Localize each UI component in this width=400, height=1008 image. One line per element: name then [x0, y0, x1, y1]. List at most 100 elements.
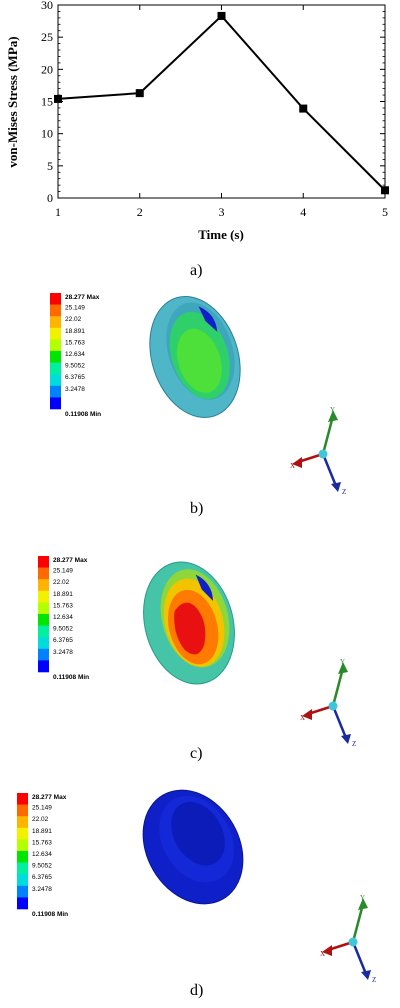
series-line — [57, 14, 386, 191]
y-tick-label: 20 — [41, 62, 53, 76]
legend-level-label: 18.891 — [32, 828, 52, 835]
legend-swatch — [38, 556, 49, 568]
data-point-marker — [299, 104, 308, 113]
legend-level-label: 9.5052 — [65, 363, 85, 370]
legend-min-label: 0.11908 Min — [65, 411, 101, 418]
legend-level-label: 6.3765 — [32, 874, 52, 881]
legend-level-label: 12.634 — [53, 614, 73, 621]
legend-swatch — [17, 862, 28, 875]
legend-swatch — [50, 293, 61, 305]
legend-level-label: 3.2478 — [32, 886, 52, 893]
legend-level-label: 6.3765 — [65, 374, 85, 381]
legend-swatch — [17, 827, 28, 840]
triad-x-label: X — [290, 462, 295, 470]
stress-series-line — [57, 14, 386, 191]
legend-level-label: 15.763 — [32, 839, 52, 846]
legend-swatch — [38, 579, 49, 592]
legend-swatch — [38, 614, 49, 626]
legend-swatch — [38, 625, 49, 638]
coordinate-triad-b: Y X Z — [290, 406, 346, 496]
panel-label-d: d) — [190, 982, 204, 999]
data-point-marker — [381, 186, 389, 195]
legend-swatch — [38, 648, 49, 661]
legend-swatch — [50, 397, 61, 410]
legend-level-label: 3.2478 — [65, 386, 85, 393]
triad-z-label: Z — [342, 488, 346, 496]
legend-level-label: 22.02 — [65, 316, 82, 323]
stress-legend-d: 28.277 Max 25.149 22.02 18.891 15.763 12.634… — [17, 793, 68, 918]
x-axis-label: Time (s) — [198, 227, 244, 242]
legend-level-label: 15.763 — [65, 339, 85, 346]
legend-swatch — [17, 804, 28, 817]
x-tick-label: 4 — [300, 205, 306, 219]
fem-model-c — [143, 561, 235, 685]
triad-x-label: X — [320, 950, 325, 958]
y-tick-label: 30 — [41, 0, 53, 12]
legend-min-label: 0.11908 Min — [32, 911, 68, 918]
legend-swatch — [50, 362, 61, 375]
coordinate-triad-c: Y X Z — [300, 658, 356, 748]
series-markers — [54, 11, 389, 195]
legend-max-label: 28.277 Max — [32, 794, 67, 801]
legend-level-label: 9.5052 — [53, 626, 73, 633]
fem-model-b — [149, 296, 241, 418]
panel-label-a: a) — [190, 262, 203, 279]
legend-swatch — [50, 316, 61, 329]
legend-swatch — [38, 590, 49, 603]
legend-level-label: 25.149 — [65, 305, 85, 312]
legend-swatch — [38, 660, 49, 673]
data-point-marker — [54, 94, 62, 103]
legend-swatch — [38, 567, 49, 580]
x-tick-label: 2 — [137, 205, 143, 219]
y-tick-label: 25 — [41, 30, 53, 44]
legend-swatch — [17, 851, 28, 863]
y-tick-label: 5 — [47, 159, 53, 173]
legend-swatch — [17, 885, 28, 898]
y-axis-label: von-Mises Stress (MPa) — [5, 36, 20, 167]
legend-min-label: 0.11908 Min — [53, 674, 89, 681]
legend-level-label: 15.763 — [53, 602, 73, 609]
triad-y-label: Y — [330, 406, 335, 414]
legend-swatch — [38, 637, 49, 650]
panel-label-c: c) — [190, 745, 203, 762]
fem-model-d — [142, 789, 244, 905]
triad-y-label: Y — [340, 658, 345, 666]
x-tick-label: 1 — [55, 205, 61, 219]
legend-swatch — [17, 897, 28, 910]
triad-y-label: Y — [360, 894, 365, 902]
legend-swatch — [50, 327, 61, 340]
stress-time-chart: 1 2 3 4 5 0 5 10 15 20 25 30 Time (s) von-Mises Str… — [5, 0, 389, 242]
x-tick-label: 3 — [219, 205, 225, 219]
legend-level-label: 18.891 — [53, 591, 73, 598]
panel-label-b: b) — [190, 500, 204, 517]
legend-max-label: 28.277 Max — [53, 557, 88, 564]
triad-x-label: X — [300, 714, 305, 722]
x-tick-label: 5 — [382, 205, 388, 219]
coordinate-triad-d: Y X Z — [320, 894, 376, 984]
legend-swatch — [17, 816, 28, 829]
triad-z-label: Z — [352, 740, 356, 748]
legend-level-label: 6.3765 — [53, 637, 73, 644]
legend-max-label: 28.277 Max — [65, 294, 100, 301]
legend-level-label: 12.634 — [32, 851, 52, 858]
y-tick-label: 15 — [41, 95, 53, 109]
data-point-marker — [217, 11, 226, 20]
legend-swatch — [17, 793, 28, 805]
legend-swatch — [38, 602, 49, 615]
legend-level-label: 18.891 — [65, 328, 85, 335]
legend-swatch — [17, 874, 28, 887]
legend-swatch — [50, 385, 61, 398]
legend-level-label: 25.149 — [53, 568, 73, 575]
axis-ticks: 1 2 3 4 5 0 5 10 15 20 25 30 — [41, 0, 388, 219]
triad-z-label: Z — [372, 976, 376, 984]
stress-legend-c: 28.277 Max 25.149 22.02 18.891 15.763 12.634… — [38, 556, 89, 681]
legend-swatch — [50, 351, 61, 363]
legend-level-label: 22.02 — [53, 579, 70, 586]
legend-level-label: 25.149 — [32, 805, 52, 812]
legend-level-label: 22.02 — [32, 816, 49, 823]
data-point-marker — [135, 89, 144, 98]
stress-legend-b: 28.277 Max 25.149 22.02 18.891 15.763 12.634… — [50, 293, 101, 418]
legend-swatch — [17, 839, 28, 852]
y-tick-label: 0 — [47, 191, 53, 205]
legend-level-label: 3.2478 — [53, 649, 73, 656]
